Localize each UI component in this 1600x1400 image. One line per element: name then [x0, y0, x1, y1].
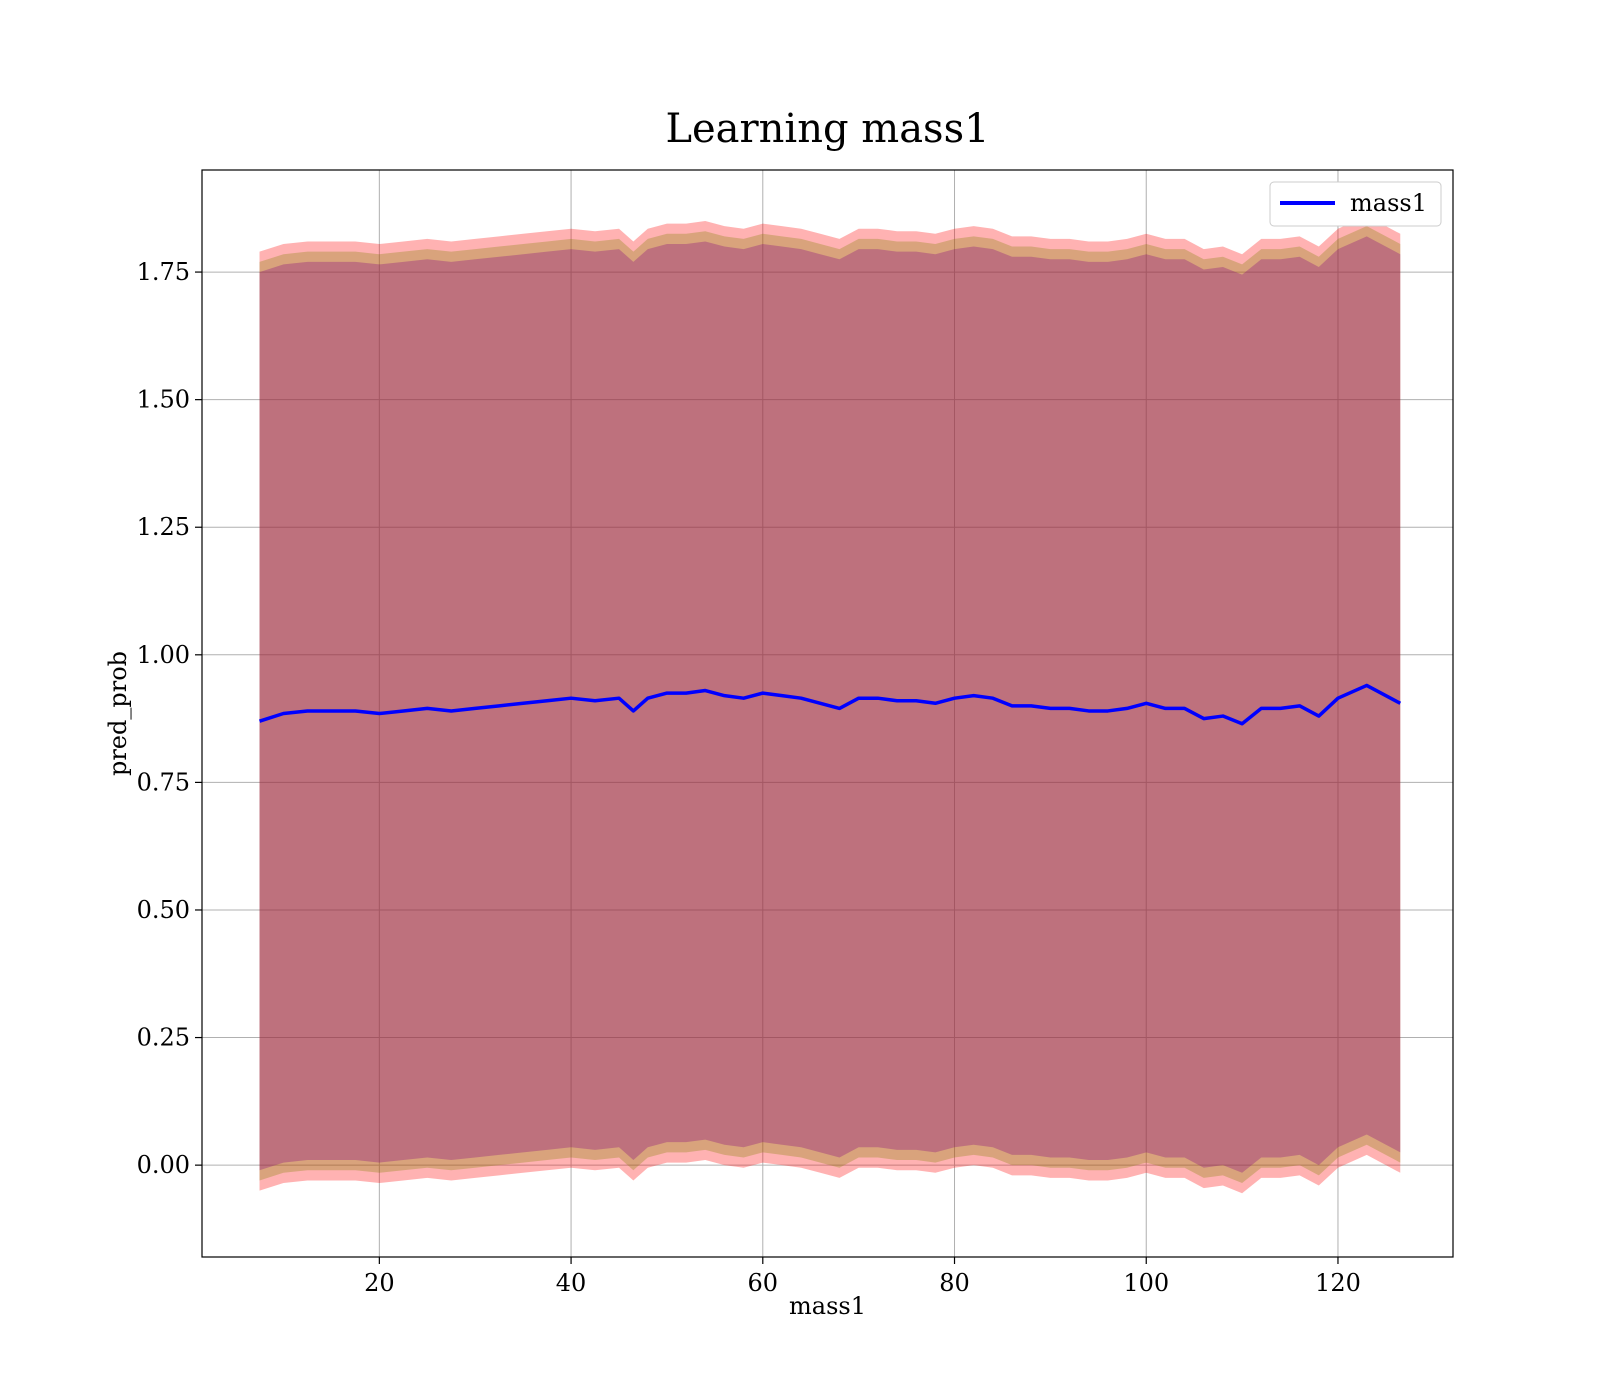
grid [202, 170, 1453, 1257]
x-tick-label: 60 [748, 1269, 779, 1297]
x-tick-label: 20 [364, 1269, 395, 1297]
axis-ticks: 20 40 60 80 100 120 0.00 0.25 0.50 0.75 1.00 1.25 1.… [137, 258, 1361, 1297]
plot-frame [201, 169, 1454, 1258]
x-tick-label: 40 [556, 1269, 587, 1297]
x-axis-label: mass1 [789, 1292, 866, 1320]
y-tick-label: 0.75 [137, 768, 190, 796]
series-line-mass1 [258, 683, 1402, 726]
y-tick-label: 0.50 [137, 896, 190, 924]
legend-label: mass1 [1350, 189, 1427, 217]
y-tick-label: 1.75 [137, 258, 190, 286]
series-lines [258, 683, 1402, 726]
y-tick-label: 1.25 [137, 513, 190, 541]
y-tick-label: 1.00 [137, 641, 190, 669]
y-tick-label: 1.50 [137, 386, 190, 414]
x-tick-label: 80 [939, 1269, 970, 1297]
x-tick-label: 100 [1123, 1269, 1169, 1297]
x-tick-label: 120 [1315, 1269, 1361, 1297]
y-tick-label: 0.25 [137, 1024, 190, 1052]
y-tick-label: 0.00 [137, 1151, 190, 1179]
legend: mass1 [1269, 181, 1442, 227]
legend-box [1269, 181, 1442, 227]
y-axis-label: pred_prob [104, 651, 132, 776]
chart-title: Learning mass1 [665, 106, 989, 152]
